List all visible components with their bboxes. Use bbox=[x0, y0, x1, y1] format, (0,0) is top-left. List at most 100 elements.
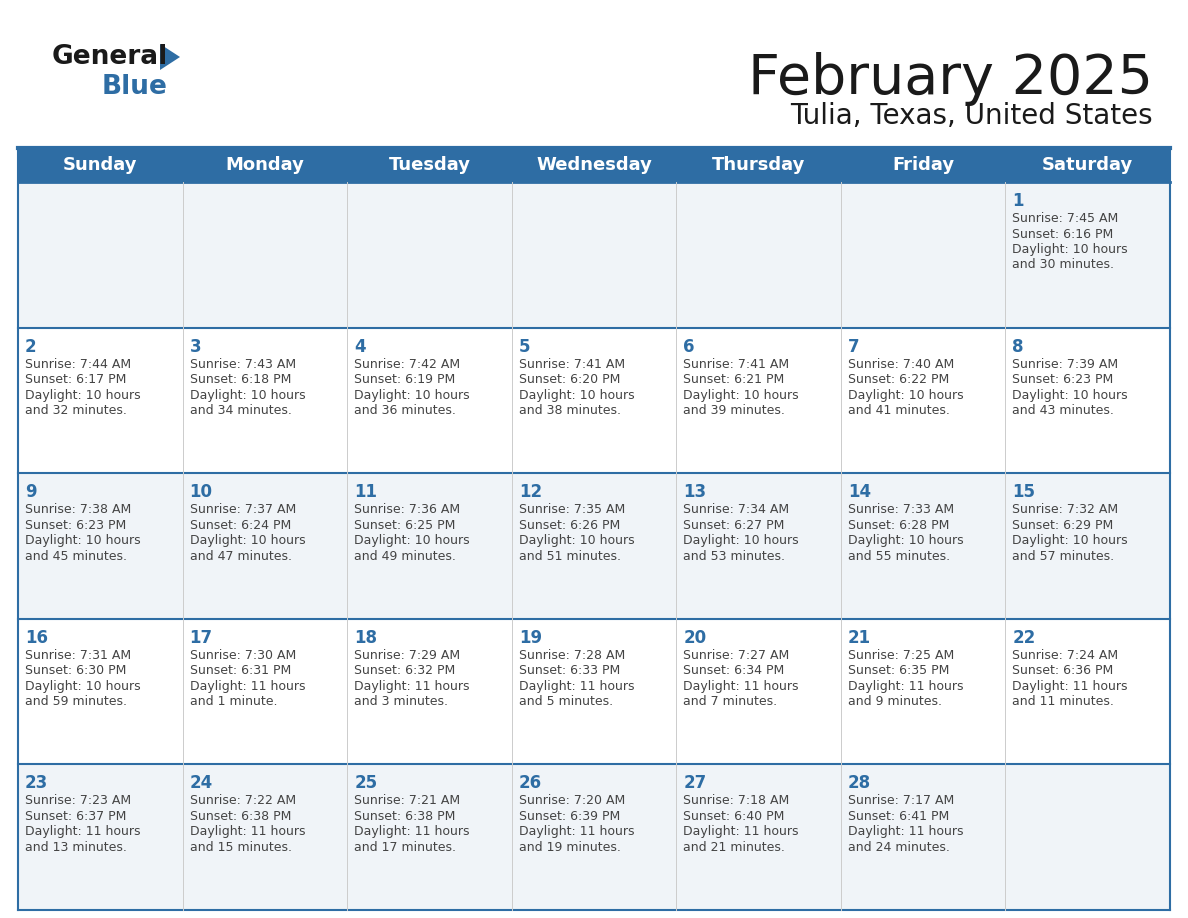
Bar bbox=[841, 619, 1005, 765]
Text: Sunset: 6:39 PM: Sunset: 6:39 PM bbox=[519, 810, 620, 823]
Text: 3: 3 bbox=[190, 338, 201, 355]
Bar bbox=[18, 328, 183, 473]
Text: and 34 minutes.: and 34 minutes. bbox=[190, 404, 291, 417]
Bar bbox=[512, 765, 676, 910]
Text: and 3 minutes.: and 3 minutes. bbox=[354, 695, 448, 709]
Bar bbox=[347, 473, 512, 619]
Text: and 49 minutes.: and 49 minutes. bbox=[354, 550, 456, 563]
Text: Sunrise: 7:35 AM: Sunrise: 7:35 AM bbox=[519, 503, 625, 516]
Bar bbox=[676, 182, 841, 328]
Text: Daylight: 11 hours: Daylight: 11 hours bbox=[1012, 680, 1127, 693]
Text: Daylight: 11 hours: Daylight: 11 hours bbox=[190, 825, 305, 838]
Text: Sunset: 6:32 PM: Sunset: 6:32 PM bbox=[354, 665, 455, 677]
Text: Sunrise: 7:44 AM: Sunrise: 7:44 AM bbox=[25, 358, 131, 371]
Text: and 53 minutes.: and 53 minutes. bbox=[683, 550, 785, 563]
Text: Sunset: 6:17 PM: Sunset: 6:17 PM bbox=[25, 373, 126, 386]
Text: and 7 minutes.: and 7 minutes. bbox=[683, 695, 777, 709]
Text: and 47 minutes.: and 47 minutes. bbox=[190, 550, 291, 563]
Text: Sunrise: 7:17 AM: Sunrise: 7:17 AM bbox=[848, 794, 954, 808]
Text: and 39 minutes.: and 39 minutes. bbox=[683, 404, 785, 417]
Text: Sunset: 6:34 PM: Sunset: 6:34 PM bbox=[683, 665, 784, 677]
Bar bbox=[183, 765, 347, 910]
Text: and 57 minutes.: and 57 minutes. bbox=[1012, 550, 1114, 563]
Text: 21: 21 bbox=[848, 629, 871, 647]
Bar bbox=[18, 619, 183, 765]
Text: Daylight: 10 hours: Daylight: 10 hours bbox=[519, 388, 634, 401]
Text: Sunset: 6:30 PM: Sunset: 6:30 PM bbox=[25, 665, 126, 677]
Text: Daylight: 11 hours: Daylight: 11 hours bbox=[25, 825, 140, 838]
Polygon shape bbox=[160, 44, 181, 70]
Text: and 30 minutes.: and 30 minutes. bbox=[1012, 259, 1114, 272]
Text: Sunset: 6:26 PM: Sunset: 6:26 PM bbox=[519, 519, 620, 532]
Text: Sunrise: 7:41 AM: Sunrise: 7:41 AM bbox=[519, 358, 625, 371]
Text: 4: 4 bbox=[354, 338, 366, 355]
Text: and 21 minutes.: and 21 minutes. bbox=[683, 841, 785, 854]
Text: General: General bbox=[52, 44, 169, 70]
Text: Daylight: 10 hours: Daylight: 10 hours bbox=[1012, 243, 1129, 256]
Text: 20: 20 bbox=[683, 629, 707, 647]
Text: Sunrise: 7:33 AM: Sunrise: 7:33 AM bbox=[848, 503, 954, 516]
Text: Monday: Monday bbox=[226, 156, 304, 174]
Text: 9: 9 bbox=[25, 483, 37, 501]
Text: Sunset: 6:37 PM: Sunset: 6:37 PM bbox=[25, 810, 126, 823]
Text: 18: 18 bbox=[354, 629, 377, 647]
Text: Sunset: 6:38 PM: Sunset: 6:38 PM bbox=[190, 810, 291, 823]
Text: Daylight: 10 hours: Daylight: 10 hours bbox=[25, 680, 140, 693]
Text: Wednesday: Wednesday bbox=[536, 156, 652, 174]
Text: 6: 6 bbox=[683, 338, 695, 355]
Text: Sunrise: 7:34 AM: Sunrise: 7:34 AM bbox=[683, 503, 789, 516]
Bar bbox=[841, 765, 1005, 910]
Text: Daylight: 10 hours: Daylight: 10 hours bbox=[848, 388, 963, 401]
Text: February 2025: February 2025 bbox=[748, 52, 1154, 106]
Bar bbox=[183, 182, 347, 328]
Text: and 36 minutes.: and 36 minutes. bbox=[354, 404, 456, 417]
Bar bbox=[347, 182, 512, 328]
Bar bbox=[347, 765, 512, 910]
Text: Friday: Friday bbox=[892, 156, 954, 174]
Text: Daylight: 11 hours: Daylight: 11 hours bbox=[519, 680, 634, 693]
Text: and 19 minutes.: and 19 minutes. bbox=[519, 841, 620, 854]
Text: Sunrise: 7:29 AM: Sunrise: 7:29 AM bbox=[354, 649, 460, 662]
Text: 13: 13 bbox=[683, 483, 707, 501]
Text: 16: 16 bbox=[25, 629, 48, 647]
Bar bbox=[676, 765, 841, 910]
Text: Daylight: 10 hours: Daylight: 10 hours bbox=[848, 534, 963, 547]
Text: Sunrise: 7:27 AM: Sunrise: 7:27 AM bbox=[683, 649, 790, 662]
Text: and 5 minutes.: and 5 minutes. bbox=[519, 695, 613, 709]
Text: Sunset: 6:20 PM: Sunset: 6:20 PM bbox=[519, 373, 620, 386]
Text: 17: 17 bbox=[190, 629, 213, 647]
Text: 14: 14 bbox=[848, 483, 871, 501]
Text: Sunrise: 7:21 AM: Sunrise: 7:21 AM bbox=[354, 794, 460, 808]
Text: and 13 minutes.: and 13 minutes. bbox=[25, 841, 127, 854]
Text: Sunrise: 7:32 AM: Sunrise: 7:32 AM bbox=[1012, 503, 1119, 516]
Text: 28: 28 bbox=[848, 775, 871, 792]
Text: 2: 2 bbox=[25, 338, 37, 355]
Text: 25: 25 bbox=[354, 775, 378, 792]
Text: Sunset: 6:31 PM: Sunset: 6:31 PM bbox=[190, 665, 291, 677]
Text: and 11 minutes.: and 11 minutes. bbox=[1012, 695, 1114, 709]
Text: Daylight: 10 hours: Daylight: 10 hours bbox=[354, 534, 469, 547]
Text: Daylight: 10 hours: Daylight: 10 hours bbox=[190, 388, 305, 401]
Text: and 32 minutes.: and 32 minutes. bbox=[25, 404, 127, 417]
Bar bbox=[347, 328, 512, 473]
Text: 27: 27 bbox=[683, 775, 707, 792]
Bar bbox=[183, 328, 347, 473]
Text: Daylight: 11 hours: Daylight: 11 hours bbox=[354, 680, 469, 693]
Text: and 51 minutes.: and 51 minutes. bbox=[519, 550, 620, 563]
Text: Sunset: 6:23 PM: Sunset: 6:23 PM bbox=[25, 519, 126, 532]
Text: 11: 11 bbox=[354, 483, 377, 501]
Text: Sunrise: 7:28 AM: Sunrise: 7:28 AM bbox=[519, 649, 625, 662]
Text: Sunrise: 7:39 AM: Sunrise: 7:39 AM bbox=[1012, 358, 1119, 371]
Bar bbox=[676, 619, 841, 765]
Text: 10: 10 bbox=[190, 483, 213, 501]
Bar bbox=[841, 328, 1005, 473]
Bar bbox=[676, 328, 841, 473]
Text: Blue: Blue bbox=[102, 74, 168, 100]
Text: Daylight: 10 hours: Daylight: 10 hours bbox=[25, 534, 140, 547]
Text: Saturday: Saturday bbox=[1042, 156, 1133, 174]
Text: Sunrise: 7:45 AM: Sunrise: 7:45 AM bbox=[1012, 212, 1119, 225]
Bar bbox=[183, 473, 347, 619]
Text: 15: 15 bbox=[1012, 483, 1036, 501]
Text: Daylight: 11 hours: Daylight: 11 hours bbox=[848, 680, 963, 693]
Text: Sunrise: 7:23 AM: Sunrise: 7:23 AM bbox=[25, 794, 131, 808]
